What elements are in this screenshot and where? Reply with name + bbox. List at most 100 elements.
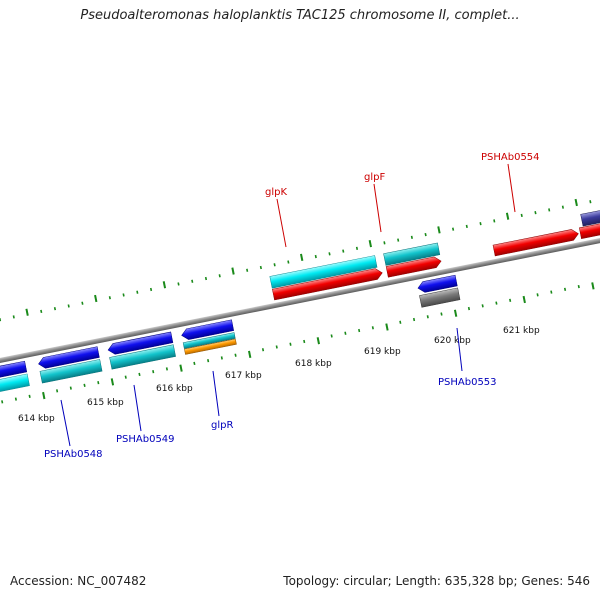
minor-tick [465, 224, 468, 229]
minor-tick [67, 304, 70, 308]
minor-tick [165, 367, 169, 371]
reverse-gene-PSHAb0553-a[interactable] [417, 274, 458, 293]
reverse-gene-PSHAb0548[interactable] [39, 359, 103, 384]
minor-tick [330, 334, 333, 338]
minor-tick [81, 301, 84, 305]
minor-tick [261, 348, 265, 352]
minor-tick [371, 326, 374, 330]
scale-label-617: 617 kbp [225, 371, 262, 381]
minor-tick [520, 213, 523, 218]
forward-tick-marks [0, 198, 592, 322]
reverse-gene-glpR[interactable] [182, 332, 236, 349]
gene-label-PSHAb0548[interactable]: PSHAb0548 [44, 449, 103, 460]
minor-tick [28, 394, 31, 398]
minor-tick [479, 222, 482, 226]
forward-gene-purple[interactable] [580, 204, 600, 227]
minor-tick [234, 353, 237, 357]
minor-tick [383, 241, 386, 245]
minor-tick [424, 232, 427, 237]
minor-tick [495, 301, 498, 305]
minor-tick [397, 238, 400, 242]
minor-tick [97, 381, 100, 385]
minor-tick [328, 252, 331, 256]
reverse-gene-PSHAb0549[interactable] [109, 344, 176, 370]
gene-label-PSHAb0553[interactable]: PSHAb0553 [438, 377, 497, 388]
reverse-gene-orange[interactable] [184, 338, 237, 355]
major-tick [42, 391, 46, 400]
forward-gene-red-1[interactable] [272, 267, 383, 301]
gene-label-glpK[interactable]: glpK [265, 187, 287, 198]
gene-label-glpF[interactable]: glpF [364, 172, 385, 183]
scale-label-620: 620 kbp [434, 336, 471, 346]
minor-tick [83, 383, 86, 387]
minor-tick [399, 320, 402, 324]
reverse-gene-PSHAb0549-a[interactable] [107, 331, 174, 356]
minor-tick [12, 315, 15, 319]
scale-label-618: 618 kbp [295, 359, 332, 369]
minor-tick [204, 276, 208, 281]
minor-tick [191, 279, 194, 283]
map-title: Pseudoalteromonas haloplanktis TAC125 ch… [80, 8, 520, 23]
minor-tick [53, 307, 57, 311]
major-tick [248, 350, 252, 359]
minor-tick [218, 274, 221, 278]
minor-tick [259, 265, 262, 270]
forward-gene-glpK[interactable] [269, 255, 378, 289]
minor-tick [314, 254, 317, 259]
leader-line-PSHAb0548 [60, 399, 71, 447]
forward-gene-glpF[interactable] [383, 242, 441, 266]
forward-gene-PSHAb0554[interactable] [492, 228, 579, 257]
scale-label-615: 615 kbp [87, 398, 124, 408]
minor-tick [452, 227, 455, 231]
chromosome-backbone [0, 215, 600, 386]
minor-tick [275, 345, 278, 349]
minor-tick [289, 342, 292, 346]
leader-line-glpR [212, 370, 220, 417]
minor-tick [246, 268, 249, 272]
major-tick [162, 281, 167, 289]
major-tick [316, 337, 320, 345]
minor-tick [355, 246, 359, 250]
minor-tick [342, 249, 345, 253]
minor-tick [303, 339, 306, 344]
leader-line-glpK [276, 198, 287, 248]
reverse-gene-blue-a[interactable] [0, 360, 28, 384]
minor-tick [152, 370, 155, 374]
minor-tick [273, 263, 276, 267]
leader-line-PSHAb0549 [133, 384, 142, 432]
gene-label-PSHAb0554[interactable]: PSHAb0554 [481, 152, 540, 163]
minor-tick [344, 331, 347, 335]
major-tick [231, 267, 235, 275]
minor-tick [548, 208, 551, 212]
minor-tick [193, 361, 196, 366]
minor-tick [1, 400, 4, 404]
minor-tick [149, 287, 153, 292]
minor-tick [509, 298, 512, 302]
reverse-gene-PSHAb0553[interactable] [419, 287, 461, 308]
forward-gene-red-4[interactable] [578, 217, 600, 239]
genome-stats-text: Topology: circular; Length: 635,328 bp; … [283, 574, 590, 588]
leader-line-glpF [373, 183, 382, 233]
minor-tick [136, 290, 139, 294]
minor-tick [40, 309, 43, 314]
minor-tick [207, 359, 210, 363]
minor-tick [410, 235, 413, 239]
gene-label-glpR[interactable]: glpR [211, 420, 233, 431]
minor-tick [220, 356, 223, 360]
major-tick [505, 212, 510, 220]
reverse-gene-glpR-a[interactable] [181, 319, 235, 341]
major-tick [522, 295, 526, 304]
major-tick [300, 253, 304, 261]
reverse-gene-cyan-a[interactable] [0, 373, 30, 398]
gene-label-PSHAb0549[interactable]: PSHAb0549 [116, 434, 175, 445]
forward-gene-red-2[interactable] [385, 256, 442, 278]
major-tick [574, 198, 578, 207]
reverse-gene-PSHAb0548-a[interactable] [37, 346, 100, 370]
leader-line-PSHAb0553 [456, 327, 463, 372]
major-tick [368, 240, 372, 248]
scale-label-616: 616 kbp [156, 384, 193, 394]
major-tick [437, 226, 441, 234]
major-tick [94, 294, 98, 303]
major-tick [25, 308, 29, 316]
